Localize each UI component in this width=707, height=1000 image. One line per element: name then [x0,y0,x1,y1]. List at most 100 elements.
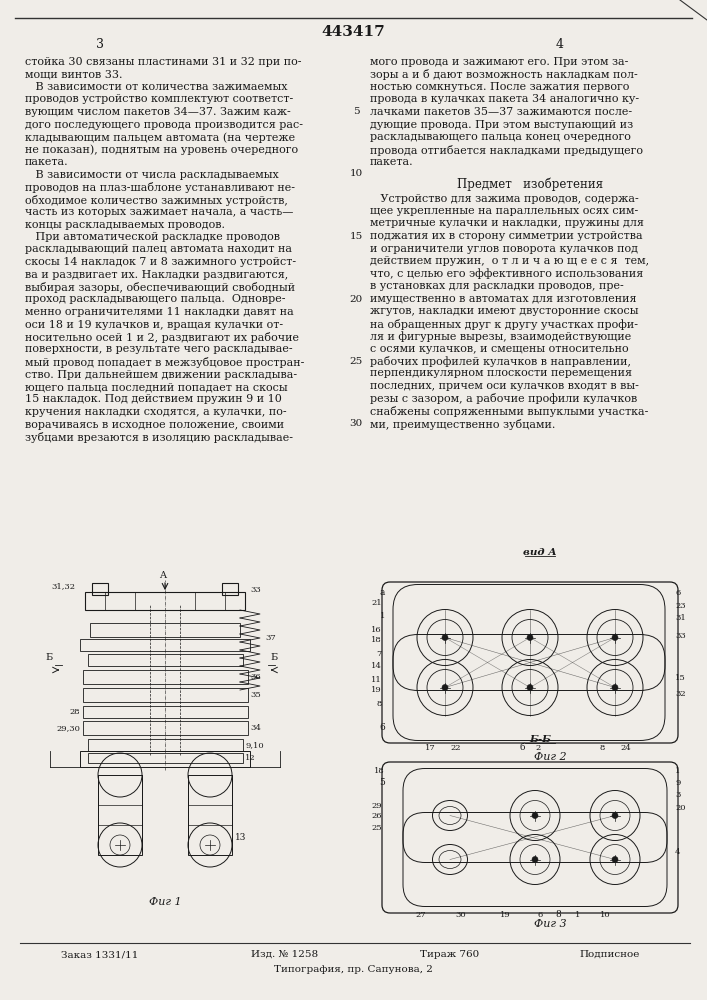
Text: 5: 5 [379,778,385,787]
Bar [83,670,248,684]
Text: 33: 33 [675,632,686,640]
Text: пакета.: пакета. [370,157,414,167]
Text: раскладывающего пальца конец очередного: раскладывающего пальца конец очередного [370,132,631,142]
Bar [83,688,248,702]
Text: 8: 8 [555,910,561,919]
Text: раскладывающий палец автомата находит на: раскладывающий палец автомата находит на [25,244,292,254]
Text: Б: Б [270,653,277,662]
Circle shape [527,684,533,690]
Text: что, с целью его эффективного использования: что, с целью его эффективного использова… [370,268,643,279]
Text: ва и раздвигает их. Накладки раздвигаются,: ва и раздвигает их. Накладки раздвигаютс… [25,269,288,279]
Text: Фиг 3: Фиг 3 [534,919,566,929]
Text: 27: 27 [415,911,426,919]
Text: Подписное: Подписное [580,950,640,959]
Text: кручения накладки сходятся, а кулачки, по-: кручения накладки сходятся, а кулачки, п… [25,407,286,417]
Text: 4: 4 [556,38,564,51]
Text: 6: 6 [538,911,543,919]
Bar [188,775,232,855]
Text: б: б [520,743,525,752]
Text: 8: 8 [377,700,382,708]
Text: дого последующего провода производится рас-: дого последующего провода производится р… [25,119,303,129]
Text: часть из которых зажимает начала, а часть—: часть из которых зажимает начала, а част… [25,207,293,217]
Text: зоры а и б дают возможность накладкам пол-: зоры а и б дают возможность накладкам по… [370,70,638,81]
Text: 10: 10 [600,911,611,919]
Text: 14: 14 [371,662,382,670]
Text: 21: 21 [371,599,382,607]
Text: и ограничители углов поворота кулачков под: и ограничители углов поворота кулачков п… [370,243,638,253]
Bar [80,639,250,651]
Text: последних, причем оси кулачков входят в вы-: последних, причем оси кулачков входят в … [370,381,639,391]
Text: 28: 28 [69,708,80,716]
Text: 24: 24 [620,744,631,752]
Text: ющего пальца последний попадает на скосы: ющего пальца последний попадает на скосы [25,382,288,392]
Text: жгутов, накладки имеют двусторонние скосы: жгутов, накладки имеют двусторонние скос… [370,306,638,316]
Text: 19: 19 [371,686,382,694]
Text: 20: 20 [675,804,686,812]
Circle shape [532,856,538,862]
Text: 15 накладок. Под действием пружин 9 и 10: 15 накладок. Под действием пружин 9 и 10 [25,394,282,404]
Text: ворачиваясь в исходное положение, своими: ворачиваясь в исходное положение, своими [25,420,284,430]
Circle shape [612,812,618,818]
Text: Б: Б [45,653,52,662]
Text: 18: 18 [374,767,385,775]
Text: дующие провода. При этом выступающий из: дующие провода. При этом выступающий из [370,119,633,129]
Text: 10: 10 [349,169,363,178]
Text: провода отгибается накладками предыдущего: провода отгибается накладками предыдущег… [370,144,643,155]
Text: 15: 15 [675,674,686,682]
Text: 32: 32 [675,690,686,698]
Text: 22: 22 [450,744,460,752]
Bar [98,775,142,855]
Text: 15: 15 [349,232,363,241]
Text: вующим числом пакетов 34—37. Зажим каж-: вующим числом пакетов 34—37. Зажим каж- [25,107,291,117]
Text: 25: 25 [349,357,363,366]
Text: снабжены сопряженными выпуклыми участка-: снабжены сопряженными выпуклыми участка- [370,406,648,417]
Text: При автоматической раскладке проводов: При автоматической раскладке проводов [25,232,280,242]
Text: имущественно в автоматах для изготовления: имущественно в автоматах для изготовлени… [370,294,636,304]
Text: проводов на плаз-шаблоне устанавливают не-: проводов на плаз-шаблоне устанавливают н… [25,182,295,193]
Text: 36: 36 [250,673,261,681]
Text: Б-Б: Б-Б [529,735,551,744]
Text: В зависимости от количества зажимаемых: В зависимости от количества зажимаемых [25,82,288,92]
Circle shape [532,812,538,818]
Text: 7: 7 [377,650,382,658]
Text: 37: 37 [265,634,276,642]
Text: 23: 23 [675,602,686,610]
Text: 1: 1 [380,612,385,620]
Bar [90,623,240,637]
Text: 1: 1 [575,911,580,919]
Circle shape [442,635,448,641]
Text: провода в кулачках пакета 34 аналогично ку-: провода в кулачках пакета 34 аналогично … [370,95,639,104]
Text: вид А: вид А [523,548,557,557]
Text: В зависимости от числа раскладываемых: В зависимости от числа раскладываемых [25,169,279,180]
Text: обходимое количество зажимных устройств,: обходимое количество зажимных устройств, [25,194,288,206]
Text: лачками пакетов 35—37 зажимаются после-: лачками пакетов 35—37 зажимаются после- [370,107,632,117]
Text: мый провод попадает в межзубцовое простран-: мый провод попадает в межзубцовое простр… [25,357,305,368]
Circle shape [612,684,618,690]
Circle shape [612,635,618,641]
Text: выбирая зазоры, обеспечивающий свободный: выбирая зазоры, обеспечивающий свободный [25,282,295,293]
Text: рабочих профилей кулачков в направлении,: рабочих профилей кулачков в направлении, [370,356,631,367]
Text: Устройство для зажима проводов, содержа-: Устройство для зажима проводов, содержа- [370,194,638,204]
Text: 5: 5 [353,107,359,116]
Text: 16: 16 [371,626,382,635]
Text: пакета.: пакета. [25,157,69,167]
Text: 3: 3 [675,791,680,799]
Circle shape [612,856,618,862]
Text: 6: 6 [675,589,680,597]
Text: зубцами врезаются в изоляцию раскладывае-: зубцами врезаются в изоляцию раскладывае… [25,432,293,443]
Text: Предмет   изобретения: Предмет изобретения [457,178,603,191]
Text: 35: 35 [250,691,261,699]
Text: Типография, пр. Сапунова, 2: Типография, пр. Сапунова, 2 [274,965,433,974]
Bar [85,592,245,610]
Text: 29,30: 29,30 [56,724,80,732]
Text: 9: 9 [675,779,680,787]
Bar [88,753,243,763]
Text: поверхности, в результате чего раскладывае-: поверхности, в результате чего раскладыв… [25,344,293,355]
Bar [88,654,243,666]
Text: Фиг 2: Фиг 2 [534,752,566,762]
Text: 18: 18 [371,637,382,645]
Text: носительно осей 1 и 2, раздвигают их рабочие: носительно осей 1 и 2, раздвигают их раб… [25,332,299,343]
Text: 31,32: 31,32 [51,582,75,590]
Bar [83,706,248,718]
Bar [222,583,238,595]
